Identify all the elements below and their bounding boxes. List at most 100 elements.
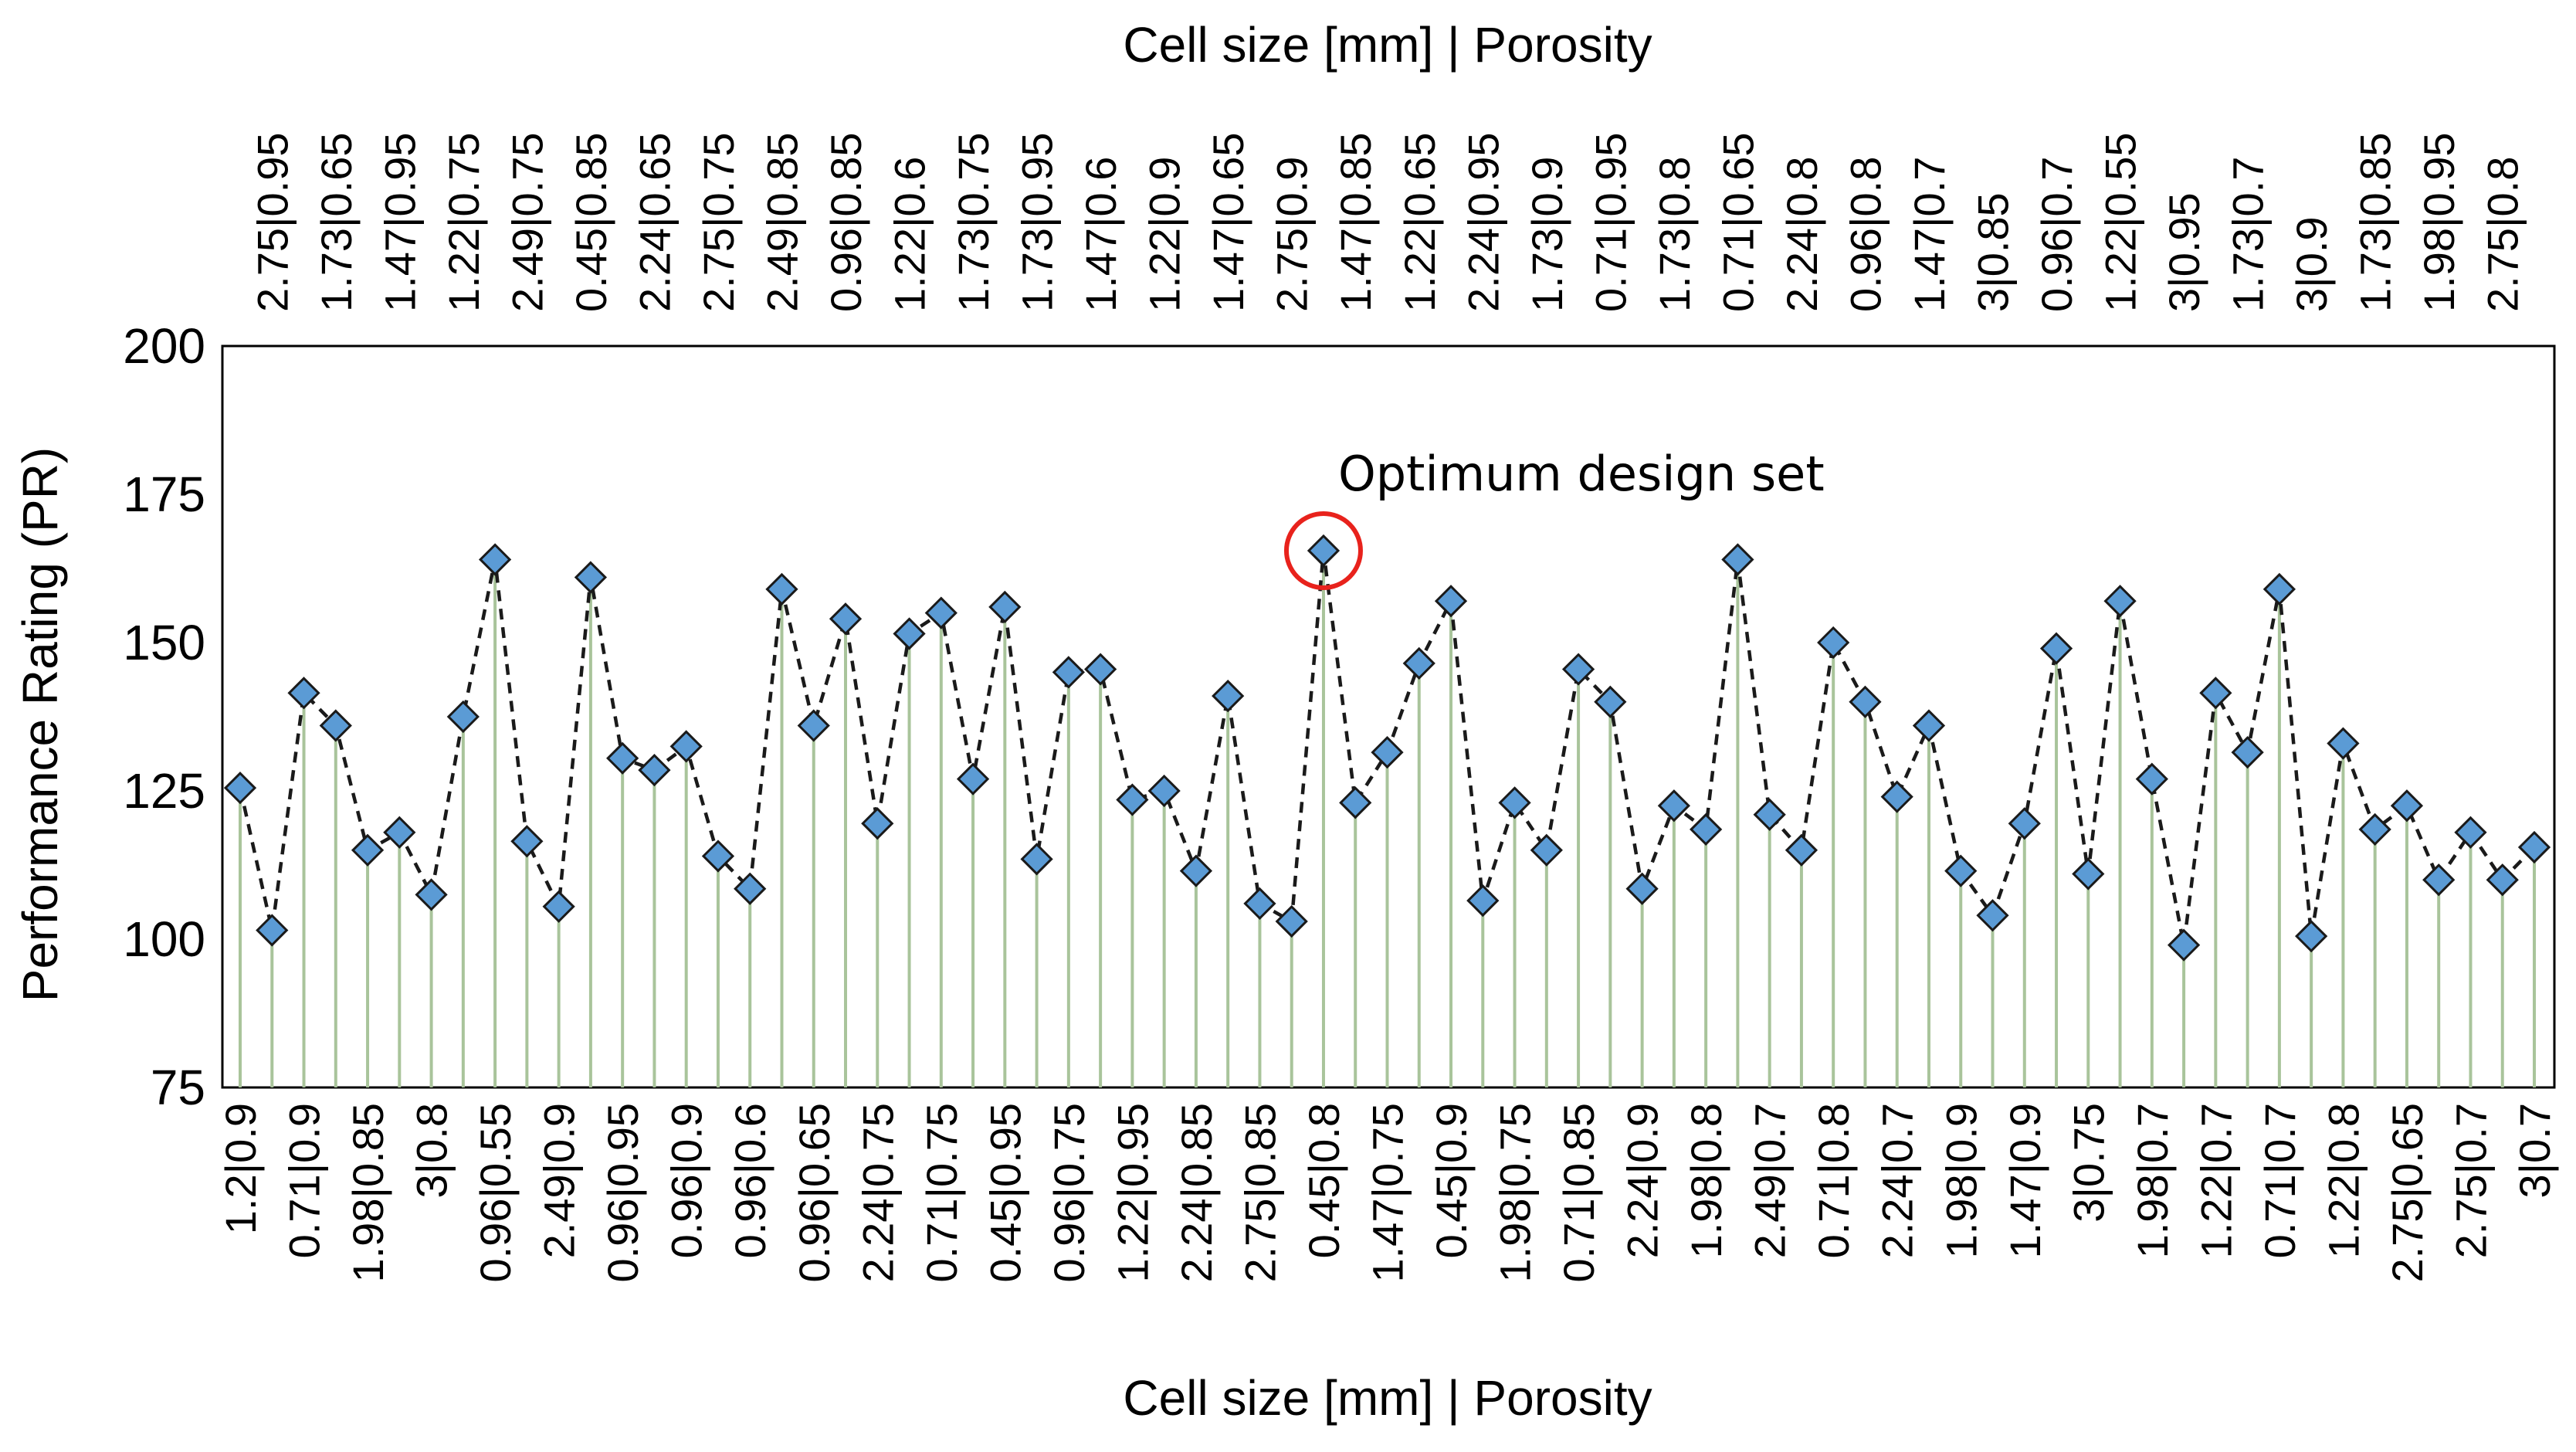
data-point	[2358, 813, 2391, 846]
x-bottom-tick-label: 1.98|0.9	[1937, 1103, 1985, 1258]
data-point	[1817, 626, 1850, 660]
data-point	[2008, 807, 2041, 840]
x-bottom-tick-label: 0.71|0.8	[1809, 1103, 1858, 1258]
data-point	[1594, 685, 1627, 718]
x-bottom-tick-label: 2.75|0.7	[2446, 1103, 2495, 1258]
x-top-tick-label: 3|0.9	[2287, 216, 2336, 312]
x-bottom-tick-label: 1.98|0.85	[344, 1103, 392, 1283]
x-top-tick-label: 3|0.85	[1969, 192, 2018, 312]
x-top-tick-label: 1.22|0.9	[1141, 157, 1189, 312]
data-point	[924, 596, 958, 629]
data-point	[956, 762, 990, 796]
data-point	[2199, 677, 2232, 710]
x-bottom-tick-label: 1.47|0.75	[1364, 1103, 1412, 1283]
plot-area	[221, 344, 2556, 1089]
data-point	[2295, 920, 2328, 953]
data-point	[223, 772, 257, 805]
x-bottom-tick-label: 0.71|0.85	[1554, 1103, 1603, 1283]
optimum-circle	[1283, 511, 1363, 590]
data-point	[1849, 685, 1882, 718]
data-point	[606, 741, 639, 775]
x-top-tick-label: 1.73|0.7	[2224, 157, 2273, 312]
x-top-tick-label: 1.47|0.65	[1204, 132, 1252, 312]
x-top-tick-label: 0.96|0.85	[822, 132, 870, 312]
data-point	[2454, 816, 2487, 849]
data-point	[1402, 646, 1435, 680]
x-top-tick-label: 2.24|0.95	[1459, 132, 1507, 312]
data-point	[829, 602, 863, 636]
x-top-tick-label: 0.71|0.65	[1713, 132, 1762, 312]
data-point	[1944, 854, 1978, 887]
data-point	[893, 617, 926, 650]
data-point	[638, 753, 671, 787]
y-tick-label: 150	[123, 615, 205, 670]
x-bottom-tick-label: 2.75|0.85	[1235, 1103, 1284, 1283]
data-point	[415, 878, 448, 911]
x-bottom-tick-label: 0.96|0.65	[790, 1103, 839, 1283]
data-point	[1753, 798, 1786, 831]
data-point	[988, 590, 1022, 624]
data-point	[1912, 709, 1946, 742]
x-top-tick-label: 2.75|0.75	[694, 132, 743, 312]
data-point	[701, 840, 735, 873]
data-point	[446, 700, 480, 734]
x-bottom-tick-label: 2.24|0.75	[853, 1103, 902, 1283]
data-point	[2262, 572, 2296, 606]
x-bottom-tick-label: 0.96|0.95	[598, 1103, 647, 1283]
x-bottom-tick-label: 0.96|0.6	[726, 1103, 774, 1258]
data-point	[2231, 735, 2264, 769]
bottom-axis-title: Cell size [mm] | Porosity	[1123, 1370, 1652, 1426]
data-point	[1880, 780, 1913, 813]
x-top-tick-label: 3|0.95	[2160, 192, 2208, 312]
x-top-tick-label: 2.24|0.8	[1778, 157, 1826, 312]
x-top-tick-label: 1.73|0.75	[949, 132, 998, 312]
x-top-tick-label: 1.22|0.6	[886, 157, 934, 312]
x-top-tick-label: 1.47|0.95	[375, 132, 424, 312]
data-point	[1147, 774, 1181, 808]
data-point	[1116, 783, 1149, 816]
data-point	[351, 833, 385, 867]
y-tick-label: 200	[123, 318, 205, 374]
x-bottom-tick-label: 2.24|0.7	[1873, 1103, 1922, 1258]
y-tick-label: 100	[123, 911, 205, 967]
x-top-tick-label: 1.22|0.65	[1395, 132, 1444, 312]
data-point	[510, 825, 544, 858]
x-bottom-tick-label: 1.98|0.75	[1491, 1103, 1540, 1283]
x-top-tick-label: 0.96|0.7	[2032, 157, 2081, 312]
data-point	[1657, 789, 1691, 823]
data-point	[478, 543, 512, 576]
y-tick-label: 75	[151, 1060, 205, 1115]
x-top-tick-label: 1.73|0.95	[1013, 132, 1062, 312]
x-top-tick-label: 2.75|0.95	[248, 132, 297, 312]
x-bottom-tick-label: 0.45|0.8	[1300, 1103, 1348, 1258]
x-bottom-tick-label: 3|0.8	[408, 1103, 456, 1199]
x-bottom-tick-label: 0.71|0.9	[280, 1103, 329, 1258]
x-bottom-tick-label: 2.49|0.9	[535, 1103, 584, 1258]
x-top-tick-label: 0.71|0.95	[1586, 132, 1635, 312]
data-point	[1020, 843, 1053, 876]
data-point	[1307, 534, 1341, 568]
data-point	[2072, 857, 2105, 891]
x-bottom-tick-label: 1.98|0.8	[1682, 1103, 1730, 1258]
x-bottom-tick-label: 0.45|0.9	[1427, 1103, 1476, 1258]
x-bottom-tick-label: 2.75|0.65	[2383, 1103, 2432, 1283]
x-top-tick-label: 1.22|0.55	[2096, 132, 2145, 312]
data-point	[1434, 585, 1468, 618]
x-bottom-tick-label: 0.96|0.55	[471, 1103, 520, 1283]
data-point	[797, 709, 830, 742]
x-top-tick-label: 2.49|0.75	[503, 132, 551, 312]
data-point	[1498, 786, 1531, 819]
x-top-tick-label: 1.47|0.85	[1331, 132, 1380, 312]
data-point	[287, 677, 320, 710]
x-top-tick-label: 1.73|0.65	[312, 132, 361, 312]
x-top-tick-label: 1.73|0.85	[2351, 132, 2400, 312]
x-bottom-tick-label: 1.22|0.8	[2319, 1103, 2368, 1258]
x-top-tick-label: 0.45|0.85	[567, 132, 615, 312]
x-bottom-tick-label: 3|0.7	[2510, 1103, 2559, 1199]
data-point	[319, 709, 352, 742]
y-tick-label: 125	[123, 763, 205, 819]
data-point	[1466, 884, 1500, 918]
data-point	[2039, 632, 2073, 665]
data-point	[765, 572, 798, 606]
x-top-tick-label: 2.49|0.85	[758, 132, 806, 312]
